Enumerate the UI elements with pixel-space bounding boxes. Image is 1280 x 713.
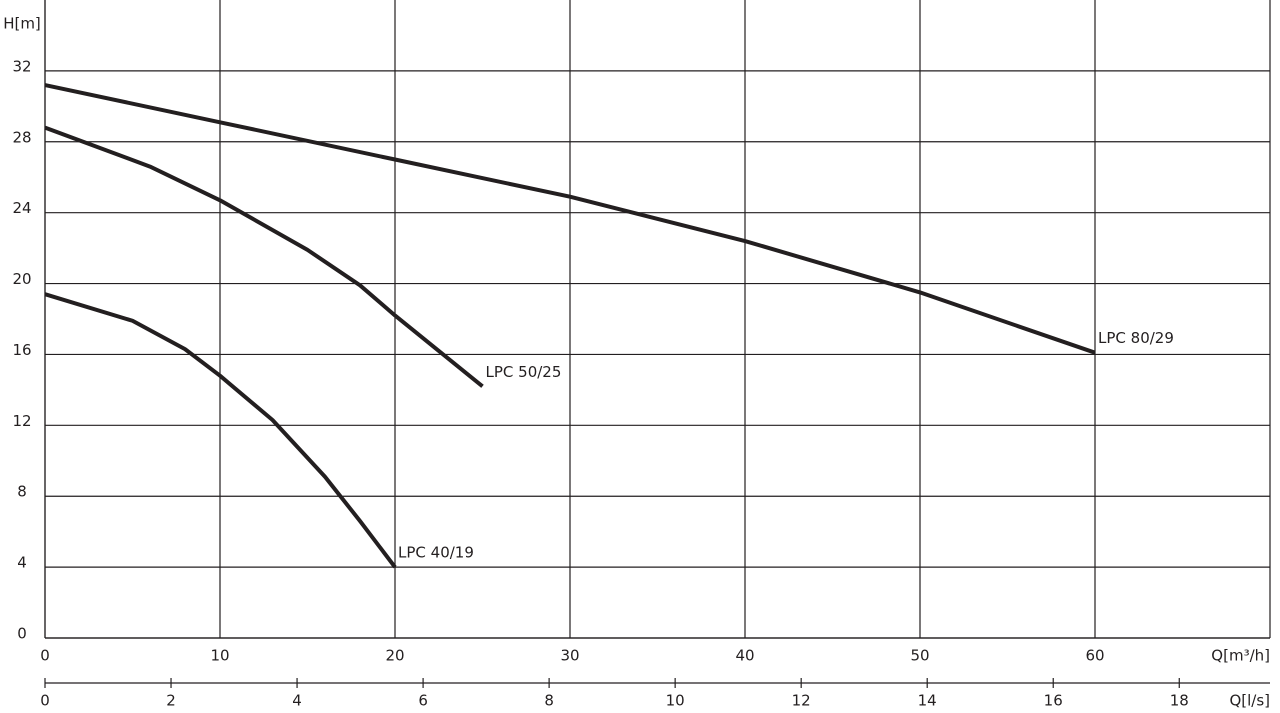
x-tick-label: 60 [1085, 647, 1104, 665]
curve [44, 83, 1096, 355]
y-tick-label: 0 [17, 625, 27, 643]
x2-tick-label: 0 [40, 692, 50, 710]
x2-tick-label: 2 [166, 692, 176, 710]
x2-tick-label: 8 [544, 692, 554, 710]
x2-tick-label: 10 [666, 692, 685, 710]
y-tick-label: 24 [12, 199, 31, 217]
x-tick-label: 30 [560, 647, 579, 665]
y-axis-label: H[m] [3, 15, 41, 33]
x-tick-label: 0 [40, 647, 50, 665]
x2-tick-label: 14 [918, 692, 937, 710]
x2-axis-label: Q[l/s] [1229, 692, 1270, 710]
x-tick-label: 20 [385, 647, 404, 665]
x2-tick-label: 16 [1044, 692, 1063, 710]
y-tick-label: 12 [12, 412, 31, 430]
x-axis-label: Q[m³/h] [1211, 647, 1270, 665]
y-tick-label: 28 [12, 128, 31, 146]
y-tick-label: 20 [12, 270, 31, 288]
y-tick-label: 16 [12, 341, 31, 359]
x-tick-label: 40 [735, 647, 754, 665]
curve-label: LPC 80/29 [1098, 329, 1174, 347]
curve-label: LPC 40/19 [398, 544, 474, 562]
curve [44, 292, 397, 569]
x2-tick-label: 4 [292, 692, 302, 710]
x-tick-label: 10 [210, 647, 229, 665]
x2-tick-label: 6 [418, 692, 428, 710]
y-tick-label: 32 [12, 57, 31, 75]
x-tick-label: 50 [910, 647, 929, 665]
y-tick-label: 4 [17, 554, 27, 572]
x2-tick-label: 18 [1170, 692, 1189, 710]
y-tick-label: 8 [17, 483, 27, 501]
curve-label: LPC 50/25 [486, 363, 562, 381]
curve [44, 125, 484, 388]
x2-tick-label: 12 [792, 692, 811, 710]
